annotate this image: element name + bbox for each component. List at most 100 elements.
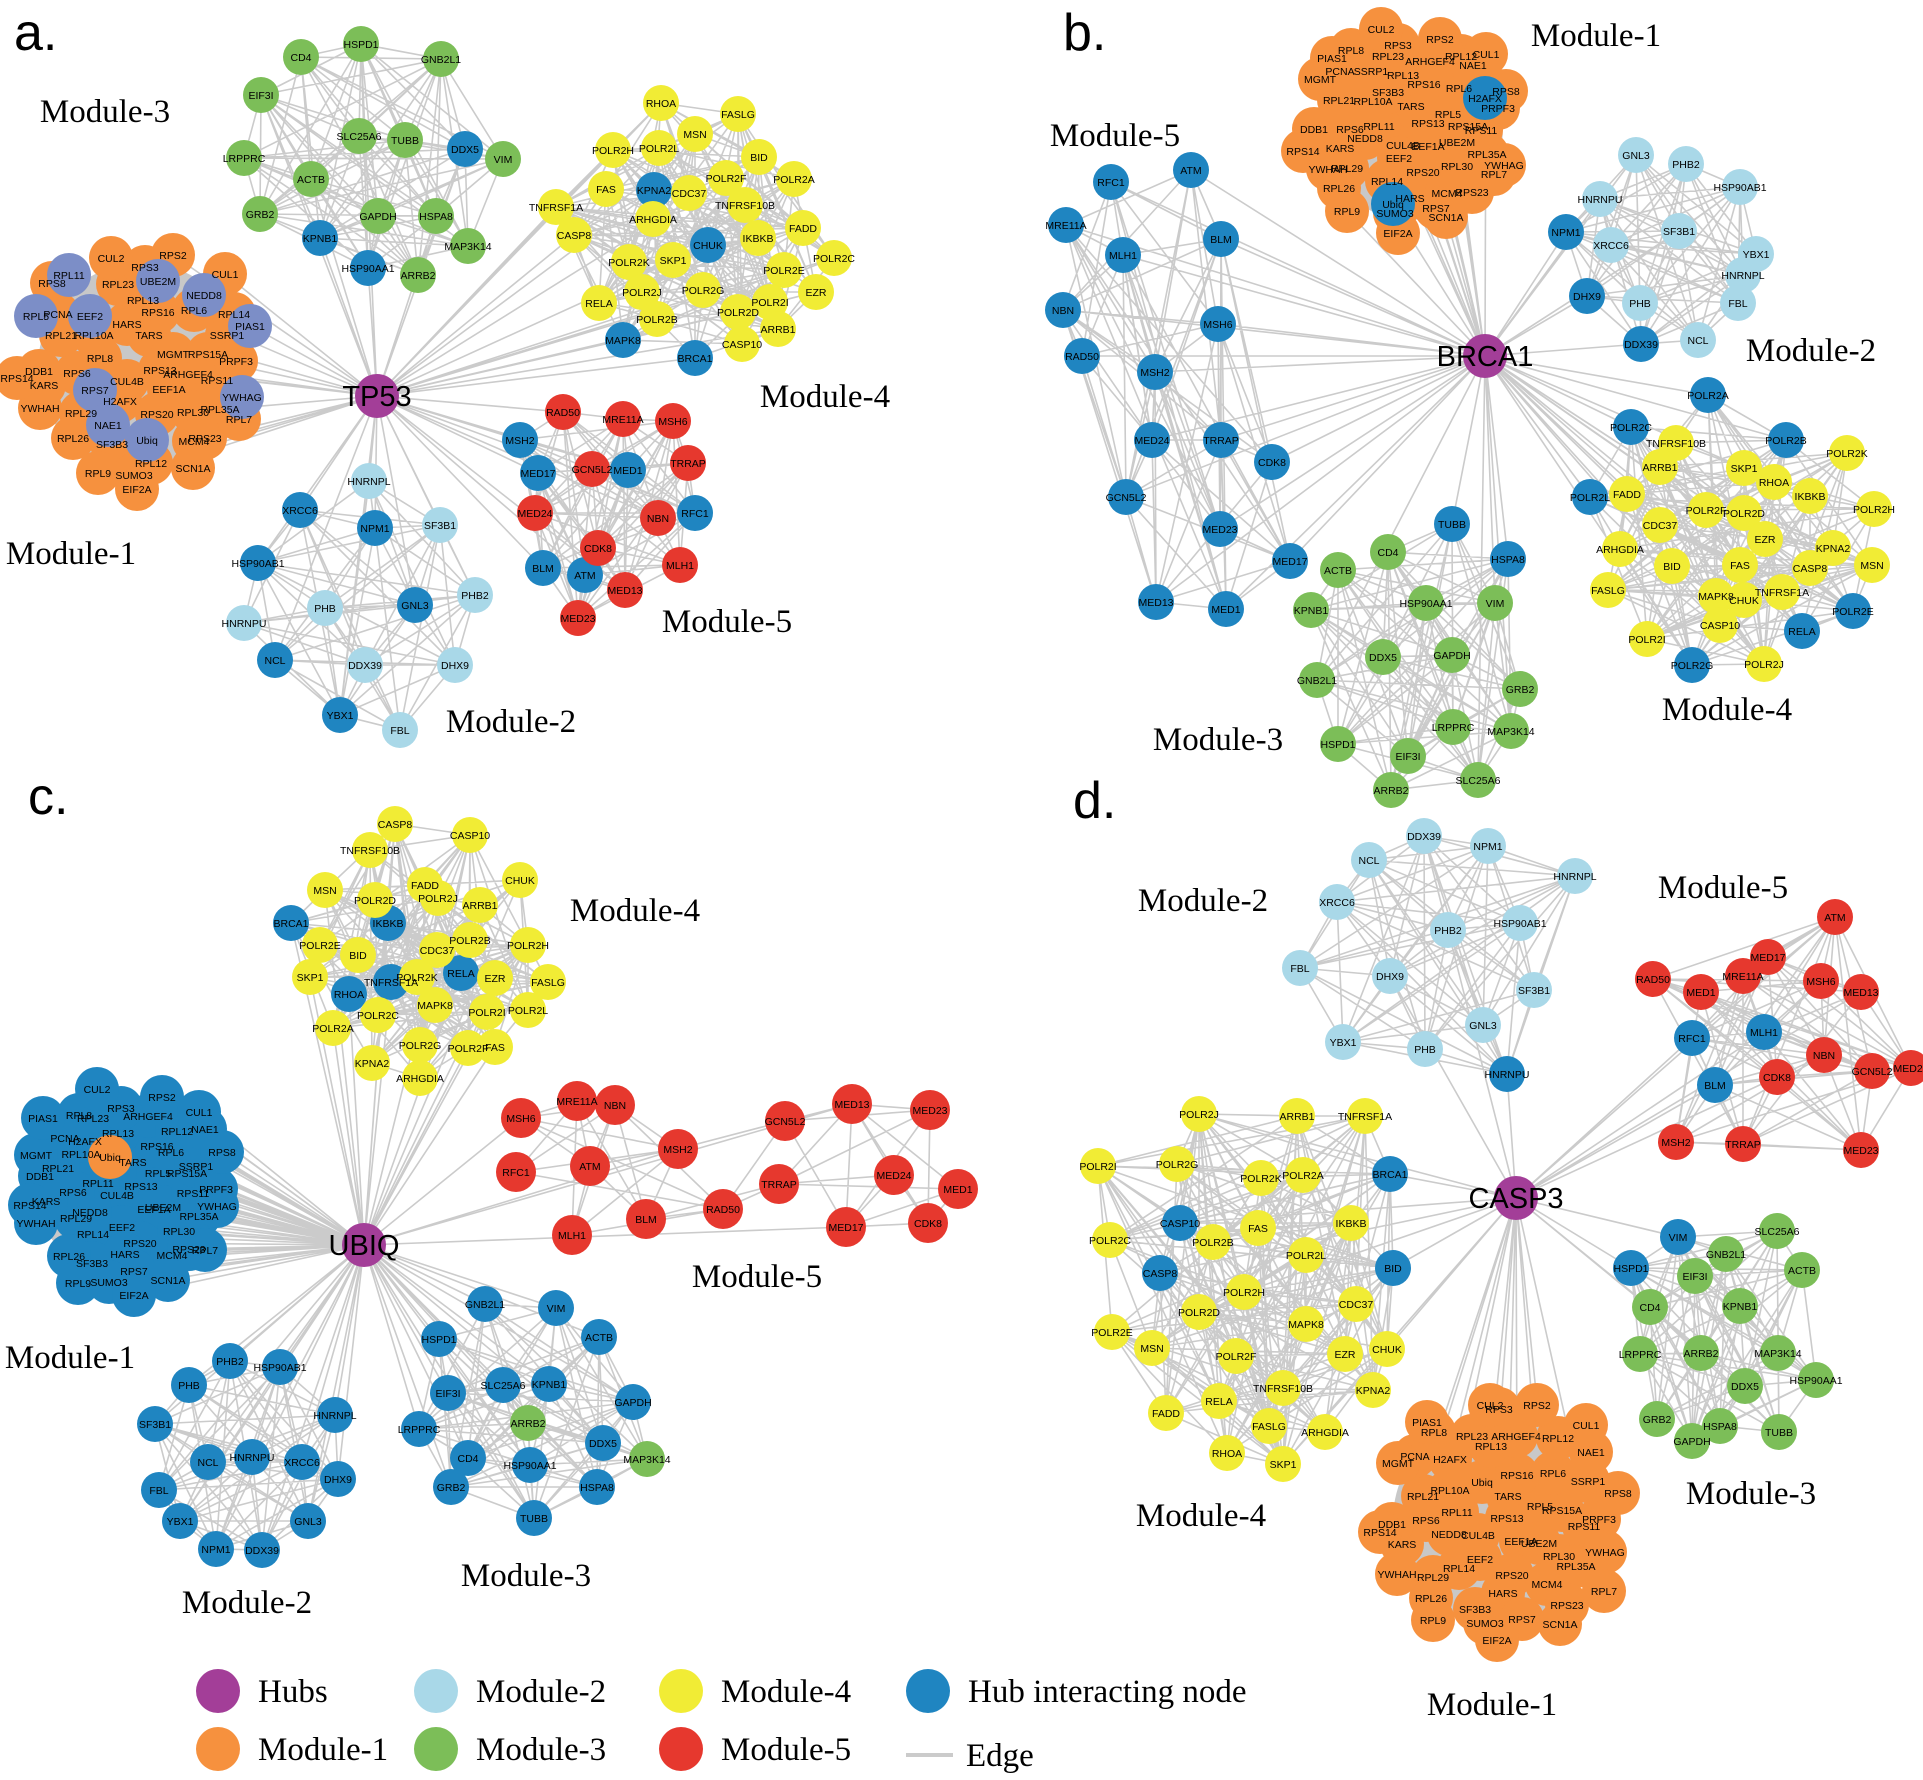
svg-text:GCN5L2: GCN5L2 <box>1106 492 1147 504</box>
svg-text:HARS: HARS <box>112 319 141 331</box>
svg-text:SF3B3: SF3B3 <box>1372 87 1404 99</box>
svg-text:FBL: FBL <box>149 1485 168 1497</box>
svg-text:CUL2: CUL2 <box>1368 24 1395 36</box>
svg-text:RPL10A: RPL10A <box>74 330 113 342</box>
svg-text:PHB2: PHB2 <box>216 1356 244 1368</box>
svg-text:EZR: EZR <box>806 287 827 299</box>
svg-text:RPS6: RPS6 <box>1336 124 1364 136</box>
svg-text:Module-2: Module-2 <box>1746 333 1876 369</box>
svg-text:EEF2: EEF2 <box>109 1222 135 1234</box>
svg-text:RPL9: RPL9 <box>65 1278 91 1290</box>
svg-text:BRCA1: BRCA1 <box>677 353 712 365</box>
svg-text:RPS15A: RPS15A <box>1448 121 1488 133</box>
svg-text:LRPPRC: LRPPRC <box>223 153 266 165</box>
svg-text:CUL2: CUL2 <box>84 1084 111 1096</box>
svg-text:POLR2E: POLR2E <box>1832 606 1873 618</box>
svg-text:GRB2: GRB2 <box>246 209 275 221</box>
svg-text:DDB1: DDB1 <box>1378 1519 1406 1531</box>
svg-text:SF3B3: SF3B3 <box>96 439 128 451</box>
svg-text:NPM1: NPM1 <box>1551 227 1580 239</box>
svg-text:RPL21: RPL21 <box>45 330 77 342</box>
svg-text:FADD: FADD <box>1613 489 1641 501</box>
svg-text:EIF2A: EIF2A <box>1383 228 1412 240</box>
svg-text:CD4: CD4 <box>1639 1302 1660 1314</box>
svg-text:POLR2J: POLR2J <box>418 893 458 905</box>
svg-text:ATM: ATM <box>574 570 595 582</box>
svg-text:NEDD8: NEDD8 <box>72 1207 108 1219</box>
svg-text:Module-5: Module-5 <box>1658 870 1788 906</box>
svg-text:KARS: KARS <box>32 1196 61 1208</box>
svg-text:Edge: Edge <box>966 1738 1034 1774</box>
svg-text:UBE2M: UBE2M <box>140 276 176 288</box>
svg-text:a.: a. <box>14 4 57 62</box>
svg-text:MAPK8: MAPK8 <box>1698 591 1734 603</box>
svg-text:FADD: FADD <box>1152 1408 1180 1420</box>
svg-text:EEF1A: EEF1A <box>137 1204 170 1216</box>
svg-text:POLR2B: POLR2B <box>1192 1237 1233 1249</box>
svg-text:EIF3I: EIF3I <box>1395 751 1420 763</box>
svg-text:ARRB2: ARRB2 <box>400 270 435 282</box>
svg-text:PHB2: PHB2 <box>1434 925 1462 937</box>
svg-text:GAPDH: GAPDH <box>1433 650 1470 662</box>
svg-text:Module-2: Module-2 <box>182 1585 312 1621</box>
svg-text:POLR2H: POLR2H <box>507 940 549 952</box>
svg-text:ARRB1: ARRB1 <box>1279 1111 1314 1123</box>
svg-text:TP53: TP53 <box>342 381 411 413</box>
svg-text:CHUK: CHUK <box>1372 1344 1402 1356</box>
svg-text:SF3B1: SF3B1 <box>1518 985 1550 997</box>
svg-text:POLR2L: POLR2L <box>508 1005 548 1017</box>
svg-text:RPS23: RPS23 <box>1455 187 1488 199</box>
svg-text:RPS13: RPS13 <box>1411 118 1444 130</box>
svg-text:EIF3I: EIF3I <box>435 1388 460 1400</box>
svg-text:POLR2C: POLR2C <box>813 253 855 265</box>
svg-text:MED23: MED23 <box>560 613 595 625</box>
svg-text:NBN: NBN <box>1052 305 1074 317</box>
svg-text:H2AFX: H2AFX <box>68 1136 102 1148</box>
svg-text:RPS13: RPS13 <box>1490 1513 1523 1525</box>
svg-text:RPS11: RPS11 <box>1465 125 1498 137</box>
svg-text:NCL: NCL <box>264 655 285 667</box>
svg-text:RPL35A: RPL35A <box>200 404 239 416</box>
svg-text:POLR2K: POLR2K <box>1826 448 1867 460</box>
svg-text:SF3B3: SF3B3 <box>1459 1604 1491 1616</box>
svg-text:RPS14: RPS14 <box>13 1200 46 1212</box>
svg-text:NBN: NBN <box>647 513 669 525</box>
svg-text:RPL12: RPL12 <box>135 458 167 470</box>
svg-text:RPS2: RPS2 <box>148 1092 176 1104</box>
svg-text:Module-5: Module-5 <box>692 1259 822 1295</box>
svg-text:BLM: BLM <box>1210 234 1232 246</box>
svg-text:RPL13: RPL13 <box>127 295 159 307</box>
svg-text:TRRAP: TRRAP <box>1725 1139 1761 1151</box>
svg-text:VIM: VIM <box>1669 1232 1688 1244</box>
svg-text:HNRNPL: HNRNPL <box>1721 270 1764 282</box>
svg-text:CUL2: CUL2 <box>1477 1400 1504 1412</box>
svg-text:CDC37: CDC37 <box>672 188 707 200</box>
svg-text:RPL7: RPL7 <box>1591 1586 1617 1598</box>
svg-text:POLR2J: POLR2J <box>1744 659 1784 671</box>
svg-text:Module-1: Module-1 <box>1427 1687 1557 1723</box>
svg-text:RPS8: RPS8 <box>208 1147 236 1159</box>
svg-text:CUL1: CUL1 <box>212 269 239 281</box>
svg-text:RPL5: RPL5 <box>1527 1501 1553 1513</box>
svg-text:FASLG: FASLG <box>531 977 565 989</box>
svg-text:SLC25A6: SLC25A6 <box>1755 1226 1800 1238</box>
svg-text:RPS16: RPS16 <box>1500 1470 1533 1482</box>
svg-text:POLR2B: POLR2B <box>449 935 490 947</box>
svg-text:ARHGEF4: ARHGEF4 <box>123 1111 173 1123</box>
svg-text:CUL1: CUL1 <box>186 1107 213 1119</box>
svg-text:RPL10A: RPL10A <box>61 1149 100 1161</box>
svg-text:POLR2I: POLR2I <box>1079 1161 1116 1173</box>
svg-text:TARS: TARS <box>119 1157 146 1169</box>
svg-text:RPL11: RPL11 <box>1363 121 1394 133</box>
svg-text:YWHAH: YWHAH <box>16 1218 55 1230</box>
svg-text:HARS: HARS <box>1488 1588 1517 1600</box>
svg-text:HSPD1: HSPD1 <box>421 1334 456 1346</box>
svg-text:ARRB2: ARRB2 <box>1373 785 1408 797</box>
svg-text:SKP1: SKP1 <box>297 972 324 984</box>
svg-text:RPS16: RPS16 <box>1407 79 1440 91</box>
svg-text:Module-1: Module-1 <box>258 1732 388 1768</box>
svg-text:TARS: TARS <box>1397 101 1424 113</box>
svg-text:H2AFX: H2AFX <box>1468 93 1502 105</box>
svg-text:XRCC6: XRCC6 <box>284 1457 320 1469</box>
svg-text:MED17: MED17 <box>1272 556 1307 568</box>
